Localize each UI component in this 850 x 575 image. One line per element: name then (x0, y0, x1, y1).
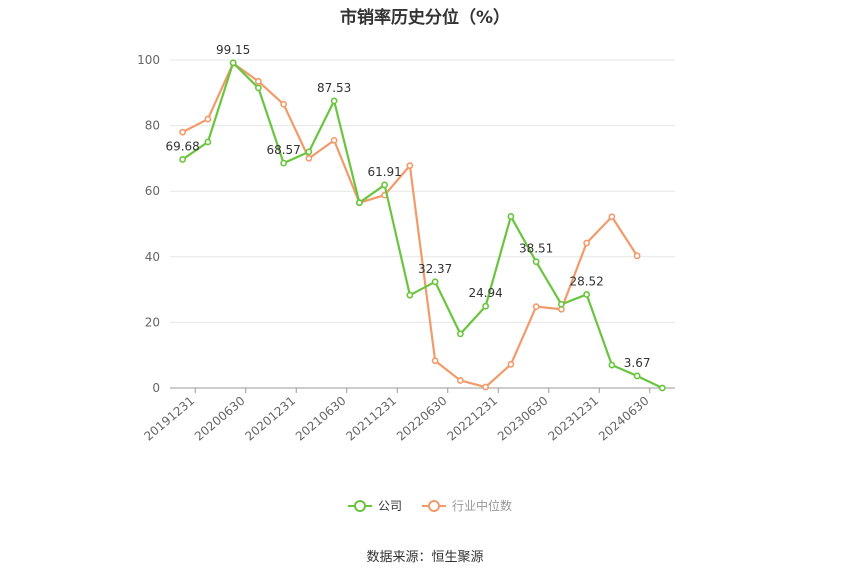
x-tick-label: 20220630 (394, 394, 450, 444)
data-point-company (330, 97, 338, 105)
data-point-company (406, 291, 414, 299)
data-point-company (229, 59, 237, 67)
data-point-industry (204, 115, 212, 123)
data-point-industry (608, 213, 616, 221)
data-label: 3.67 (624, 356, 651, 370)
y-tick-label: 20 (145, 315, 160, 329)
data-point-company (658, 384, 666, 392)
x-tick-label: 20230630 (495, 394, 551, 444)
x-tick-label: 20221231 (444, 394, 500, 444)
x-tick-label: 20240630 (596, 394, 652, 444)
y-tick-label: 80 (145, 119, 160, 133)
data-label: 61.91 (367, 165, 401, 179)
legend: 公司 行业中位数 (348, 498, 512, 513)
data-point-company (608, 361, 616, 369)
data-point-industry (633, 252, 641, 260)
x-tick-label: 20231231 (545, 394, 601, 444)
data-point-industry (532, 303, 540, 311)
data-point-company (532, 258, 540, 266)
data-point-company (557, 300, 565, 308)
y-tick-label: 100 (137, 53, 160, 67)
data-point-industry (431, 357, 439, 365)
legend-marker (428, 500, 440, 512)
chart-title: 市销率历史分位（%） (339, 8, 511, 28)
series-line-industry (182, 62, 639, 389)
y-tick-label: 0 (152, 381, 160, 395)
legend-marker (354, 500, 366, 512)
data-point-company (254, 84, 262, 92)
data-label: 38.51 (519, 242, 553, 256)
data-point-company (633, 372, 641, 380)
y-tick-label: 60 (145, 184, 160, 198)
data-point-industry (456, 377, 464, 384)
legend-label: 行业中位数 (452, 498, 512, 513)
data-point-company (355, 199, 363, 207)
data-point-company (507, 213, 515, 220)
data-point-industry (254, 77, 262, 85)
data-label: 24.94 (468, 286, 502, 300)
series (179, 59, 666, 392)
y-tick-label: 40 (145, 250, 160, 264)
data-label: 99.15 (216, 43, 250, 57)
data-point-industry (482, 383, 490, 391)
data-label: 32.37 (418, 262, 452, 276)
source-note: 数据来源：恒生聚源 (366, 550, 484, 565)
data-point-company (305, 148, 313, 156)
data-label: 87.53 (317, 81, 351, 95)
data-point-company (456, 330, 464, 338)
data-point-industry (583, 239, 591, 247)
data-point-industry (330, 136, 338, 144)
data-point-company (381, 181, 389, 189)
data-point-company (280, 159, 288, 167)
x-tick-label: 20210630 (293, 394, 349, 444)
x-tick-label: 20211231 (343, 394, 399, 444)
legend-label: 公司 (378, 499, 402, 513)
data-point-industry (507, 360, 515, 368)
data-point-industry (305, 154, 313, 162)
data-point-company (482, 302, 490, 310)
data-point-company (179, 156, 187, 163)
x-tick-label: 20201231 (242, 394, 298, 444)
data-point-industry (406, 162, 414, 170)
data-labels: 69.68 99.15 68.57 87.53 61.91 32.37 24.94 38.51… (165, 43, 650, 370)
data-label: 69.68 (165, 139, 199, 153)
data-label: 68.57 (266, 143, 300, 157)
data-label: 28.52 (569, 274, 603, 288)
x-tick-label: 20191231 (141, 394, 197, 444)
series-line-company (181, 61, 663, 389)
x-tick-label: 20200630 (192, 394, 248, 444)
data-point-industry (280, 100, 288, 108)
data-point-company (583, 291, 591, 298)
data-point-company (204, 138, 212, 146)
data-point-industry (179, 128, 187, 136)
data-point-company (431, 278, 439, 286)
